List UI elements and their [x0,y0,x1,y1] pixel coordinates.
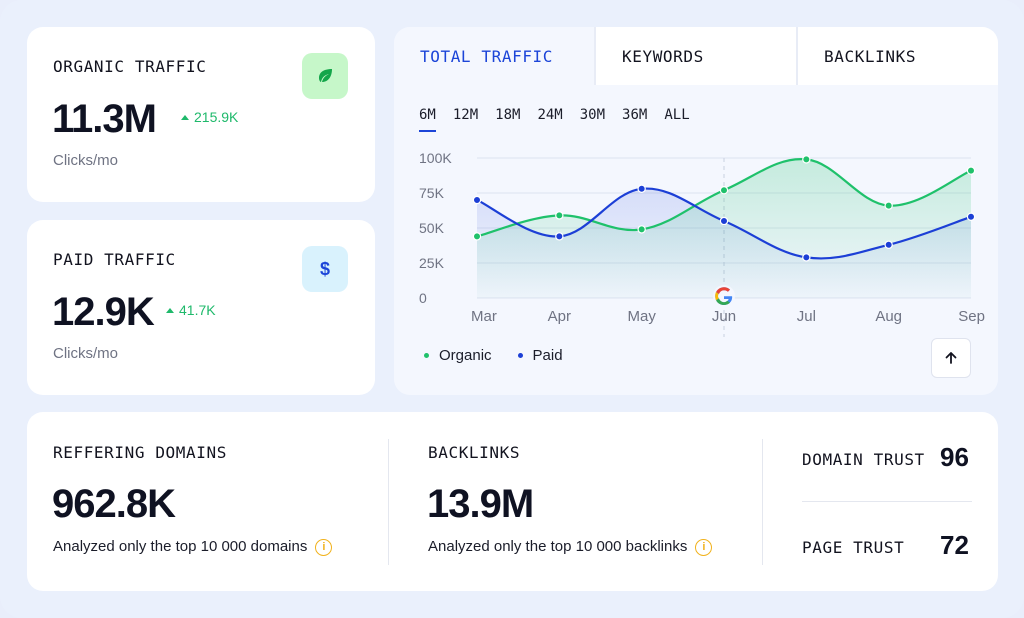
legend-paid-dot [517,353,523,358]
data-point-paid[interactable] [802,253,811,262]
data-point-organic[interactable] [555,211,564,220]
legend-organic-dot [424,353,429,358]
data-point-paid[interactable] [555,232,564,241]
backlinks-note: Analyzed only the top 10 000 backlinks i [428,538,713,556]
data-point-organic[interactable] [966,166,976,175]
y-tick-label: 25K [419,255,445,271]
up-arrow-icon [166,307,174,313]
legend-paid[interactable]: Paid [517,347,563,364]
domain-trust-label: DOMAIN TRUST [802,450,925,469]
x-tick-label: Mar [471,308,497,325]
range-18m[interactable]: 18M [495,107,521,123]
data-point-organic[interactable] [802,155,811,164]
data-point-organic[interactable] [472,232,482,241]
paid-traffic-value: 12.9K [52,290,155,334]
data-point-paid[interactable] [966,212,976,221]
x-tick-label: Aug [875,308,902,325]
range-12m[interactable]: 12M [452,107,479,123]
paid-traffic-unit: Clicks/mo [53,345,119,362]
page-trust-label: PAGE TRUST [802,538,905,557]
data-point-organic[interactable] [884,201,893,210]
scroll-up-button[interactable] [931,338,971,378]
range-all[interactable]: ALL [664,107,690,123]
organic-traffic-card: ORGANIC TRAFFIC 11.3M 215.9K Clicks/mo [27,27,375,202]
tab-total-traffic[interactable]: TOTAL TRAFFIC [394,27,594,85]
x-tick-label: May [627,308,656,325]
y-tick-label: 100K [419,150,452,166]
traffic-chart-card: TOTAL TRAFFIC KEYWORDS BACKLINKS 6M 12M … [394,27,998,395]
range-6m[interactable]: 6M [419,107,436,132]
data-point-organic[interactable] [637,225,646,234]
google-icon [713,285,735,307]
paid-delta-value: 41.7K [179,302,216,318]
legend-paid-label: Paid [532,347,563,364]
organic-traffic-value: 11.3M [52,97,157,141]
data-point-paid[interactable] [637,184,646,193]
divider [388,439,389,565]
range-30m[interactable]: 30M [579,107,606,123]
up-arrow-icon [181,114,189,120]
tab-backlinks[interactable]: BACKLINKS [796,27,998,85]
traffic-line-chart: 100K 75K 50K 25K 0 Mar Apr May Jun Jul Aug Sep [419,150,985,337]
dollar-glyph: $ [319,258,330,279]
range-24m[interactable]: 24M [537,107,563,123]
chart-tabs: TOTAL TRAFFIC KEYWORDS BACKLINKS [394,27,998,85]
y-tick-label: 50K [419,220,445,236]
arrow-up-icon [945,352,957,364]
leaf-icon [302,53,348,99]
backlinks-value: 13.9M [427,482,534,526]
referring-domains-note-text: Analyzed only the top 10 000 domains [53,538,308,555]
domain-trust-value: 96 [940,442,969,472]
legend-organic-label: Organic [439,347,492,364]
data-point-paid[interactable] [719,216,729,226]
y-tick-label: 0 [419,290,427,306]
paid-traffic-card: PAID TRAFFIC 12.9K 41.7K Clicks/mo $ [27,220,375,395]
range-selector: 6M 12M 18M 24M 30M 36M ALL [419,107,707,132]
chart-legend: Organic Paid [424,347,563,364]
organic-traffic-unit: Clicks/mo [53,152,119,169]
x-tick-label: Sep [958,308,985,325]
data-point-paid[interactable] [472,195,482,205]
legend-organic[interactable]: Organic [424,347,492,364]
referring-domains-title: REFFERING DOMAINS [53,443,227,462]
x-tick-label: Jul [797,308,816,325]
x-tick-label: Jun [712,308,736,325]
dollar-icon: $ [302,246,348,292]
organic-traffic-title: ORGANIC TRAFFIC [53,57,207,76]
info-icon[interactable]: i [315,538,333,556]
data-point-organic[interactable] [719,185,729,195]
link-metrics-card: REFFERING DOMAINS 962.8K Analyzed only t… [27,412,998,591]
backlinks-title: BACKLINKS [428,443,521,462]
info-icon[interactable]: i [695,538,713,556]
divider [762,439,763,565]
referring-domains-value: 962.8K [52,482,176,526]
organic-traffic-delta: 215.9K [181,109,238,125]
paid-traffic-delta: 41.7K [166,302,216,318]
backlinks-note-text: Analyzed only the top 10 000 backlinks [428,538,688,555]
page-trust-value: 72 [940,530,969,560]
range-36m[interactable]: 36M [622,107,648,123]
series-area-organic [477,159,971,298]
x-tick-label: Apr [548,308,571,325]
referring-domains-note: Analyzed only the top 10 000 domains i [53,538,333,556]
paid-traffic-title: PAID TRAFFIC [53,250,176,269]
divider [802,501,972,502]
y-tick-label: 75K [419,185,445,201]
data-point-paid[interactable] [884,240,893,249]
tab-keywords[interactable]: KEYWORDS [594,27,796,85]
organic-delta-value: 215.9K [194,109,239,125]
